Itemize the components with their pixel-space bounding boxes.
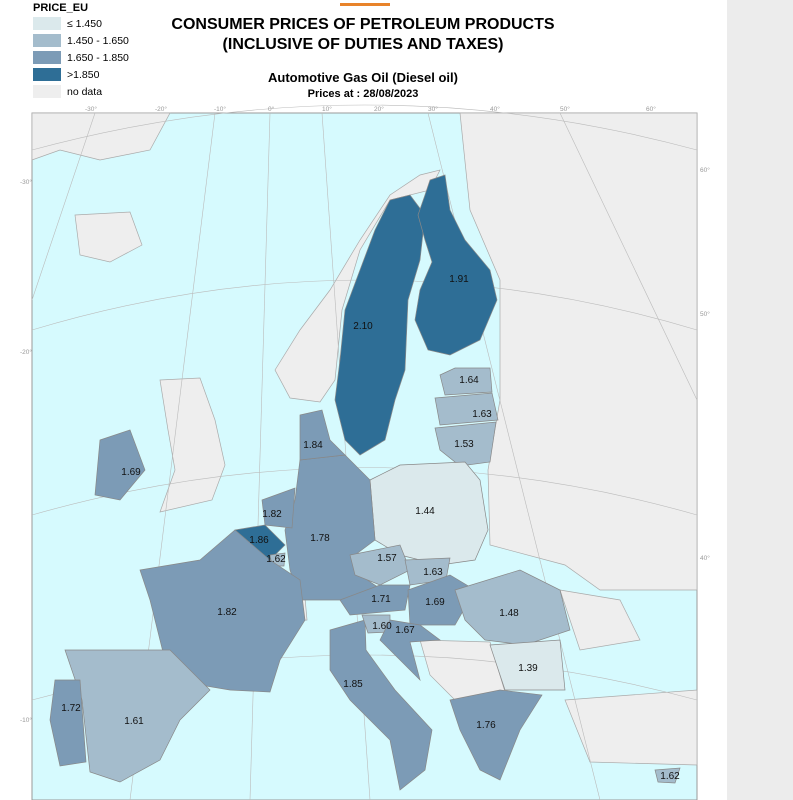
price-label: 1.62 [660, 771, 680, 782]
price-label: 1.91 [449, 274, 469, 285]
no-data-land [31, 112, 698, 766]
legend-swatch [33, 68, 61, 81]
price-label: 1.53 [454, 439, 474, 450]
regions [49, 174, 681, 791]
price-label: 1.63 [423, 567, 443, 578]
price-label: 1.44 [415, 506, 435, 517]
country [434, 421, 497, 467]
country [349, 544, 411, 586]
country [489, 639, 566, 691]
graticule-label: 30° [428, 105, 438, 113]
price-label: 1.76 [476, 720, 496, 731]
graticule-label: -30° [20, 178, 32, 186]
legend-swatch [33, 85, 61, 98]
legend-label: no data [67, 86, 102, 98]
country [449, 689, 543, 781]
graticule-label: 60° [646, 105, 656, 113]
price-label: 1.64 [459, 375, 479, 386]
price-label: 1.63 [472, 409, 492, 420]
price-label: 1.86 [249, 535, 269, 546]
subtitle: Automotive Gas Oil (Diesel oil) [268, 70, 458, 85]
legend-swatch [33, 17, 61, 30]
country [261, 487, 296, 529]
price-label: 1.62 [266, 554, 286, 565]
map: 2.10 1.91 1.64 1.63 1.53 1.44 1.78 1.84 1.82 1.86… [20, 104, 710, 800]
legend-swatch [33, 51, 61, 64]
country [434, 392, 499, 426]
price-label: 1.48 [499, 608, 519, 619]
date: Prices at : 28/08/2023 [308, 88, 419, 100]
title-line-2: (INCLUSIVE OF DUTIES AND TAXES) [223, 36, 504, 53]
graticule-label: 20° [374, 105, 384, 113]
price-label: 1.82 [262, 509, 282, 520]
country [94, 429, 146, 501]
region-labels: 2.10 1.91 1.64 1.63 1.53 1.44 1.78 1.84 1.82 1.86… [61, 274, 680, 782]
legend-label: 1.450 - 1.650 [67, 35, 129, 47]
side-panel [727, 0, 793, 800]
graticule-label: 40° [700, 554, 710, 562]
country [439, 367, 493, 396]
graticule-label: -20° [20, 348, 32, 356]
price-label: 2.10 [353, 321, 373, 332]
price-label: 1.60 [372, 621, 392, 632]
country [379, 619, 441, 682]
accent-bar [340, 3, 390, 6]
country [299, 409, 346, 461]
legend-label: 1.650 - 1.850 [67, 52, 129, 64]
price-label: 1.61 [124, 716, 144, 727]
legend-label: ≤ 1.450 [67, 18, 102, 30]
price-label: 1.84 [303, 440, 323, 451]
graticule-label: 40° [490, 105, 500, 113]
graticule-label: -10° [20, 716, 32, 724]
price-label: 1.39 [518, 663, 538, 674]
legend-title: PRICE_EU [33, 2, 88, 14]
title: CONSUMER PRICES OF PETROLEUM PRODUCTS [171, 16, 554, 33]
country [64, 649, 211, 783]
price-label: 1.71 [371, 594, 391, 605]
country [334, 194, 426, 456]
graticule-label: 50° [700, 310, 710, 318]
price-label: 1.78 [310, 533, 330, 544]
price-label: 1.69 [425, 597, 445, 608]
country [329, 619, 433, 791]
legend: PRICE_EU ≤ 1.450 1.450 - 1.650 1.650 - 1.8… [33, 2, 129, 98]
country [654, 767, 681, 784]
price-label: 1.57 [377, 553, 397, 564]
country [454, 569, 571, 646]
graticule-label: 50° [560, 105, 570, 113]
price-label: 1.69 [121, 467, 141, 478]
country [339, 584, 411, 616]
country [49, 679, 87, 767]
legend-swatch [33, 34, 61, 47]
price-label: 1.85 [343, 679, 363, 690]
price-label: 1.82 [217, 607, 237, 618]
price-label: 1.67 [395, 625, 415, 636]
graticule-label: -10° [214, 105, 226, 113]
country [139, 529, 306, 693]
graticule-label: 60° [700, 166, 710, 174]
country [414, 174, 498, 356]
legend-label: >1.850 [67, 69, 100, 81]
graticule-label: 0° [268, 105, 275, 113]
graticule-label: -30° [85, 105, 97, 113]
price-label: 1.72 [61, 703, 81, 714]
graticule-label: 10° [322, 105, 332, 113]
graticule-label: -20° [155, 105, 167, 113]
